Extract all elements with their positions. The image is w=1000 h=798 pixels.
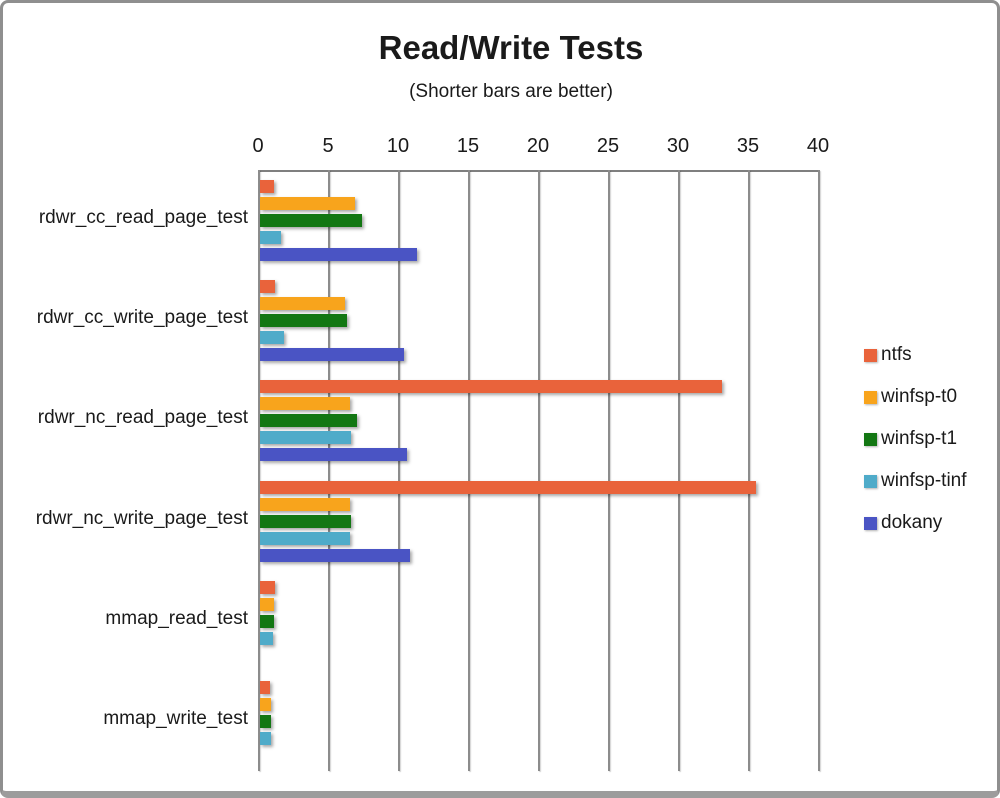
gridline (608, 170, 610, 771)
bar-winfsp-t1-mmap_write_test (260, 715, 271, 728)
legend-swatch-winfsp-t0-icon (864, 390, 877, 404)
bar-dokany-rdwr_nc_read_page_test (260, 448, 407, 461)
bar-ntfs-rdwr_cc_read_page_test (260, 180, 274, 193)
value-axis-tick-15: 15 (456, 135, 480, 157)
value-axis-tick-0: 0 (252, 135, 264, 157)
bar-dokany-rdwr_nc_write_page_test (260, 549, 410, 562)
legend-label-winfsp-tinf: winfsp-tinf (881, 470, 967, 491)
legend-swatch-dokany-icon (864, 516, 877, 530)
bar-winfsp-tinf-rdwr_nc_read_page_test (260, 431, 351, 444)
bar-ntfs-rdwr_nc_read_page_test (260, 380, 722, 393)
bar-winfsp-tinf-mmap_write_test (260, 732, 271, 745)
bar-winfsp-t0-rdwr_nc_read_page_test (260, 397, 350, 410)
legend-label-dokany: dokany (881, 512, 943, 533)
bar-ntfs-rdwr_nc_write_page_test (260, 481, 756, 494)
chart-subtitle: (Shorter bars are better) (409, 81, 613, 102)
bar-winfsp-t0-mmap_read_test (260, 598, 274, 611)
value-axis-tick-35: 35 (736, 135, 760, 157)
bar-ntfs-mmap_read_test (260, 581, 275, 594)
gridline (818, 170, 820, 771)
bar-winfsp-t0-rdwr_nc_write_page_test (260, 498, 350, 511)
bar-winfsp-tinf-rdwr_cc_read_page_test (260, 231, 281, 244)
value-axis-tick-25: 25 (596, 135, 620, 157)
gridline (398, 170, 400, 771)
category-label-rdwr_cc_write_page_test: rdwr_cc_write_page_test (36, 307, 248, 328)
bar-winfsp-t0-mmap_write_test (260, 698, 271, 711)
value-axis-tick-20: 20 (526, 135, 550, 157)
legend-label-winfsp-t0: winfsp-t0 (881, 386, 958, 407)
bar-ntfs-mmap_write_test (260, 681, 270, 694)
bar-winfsp-t1-rdwr_nc_read_page_test (260, 414, 357, 427)
category-label-rdwr_nc_write_page_test: rdwr_nc_write_page_test (35, 508, 248, 529)
legend-swatch-winfsp-tinf-icon (864, 474, 877, 488)
bar-dokany-rdwr_cc_read_page_test (260, 248, 417, 261)
gridline (468, 170, 470, 771)
value-axis-tick-10: 10 (386, 135, 410, 157)
bar-winfsp-tinf-rdwr_nc_write_page_test (260, 532, 350, 545)
gridline (538, 170, 540, 771)
bar-winfsp-t1-rdwr_nc_write_page_test (260, 515, 351, 528)
category-axis-line (258, 170, 260, 771)
value-axis-tick-5: 5 (322, 135, 334, 157)
legend-item-winfsp-t1: winfsp-t1 (864, 428, 957, 450)
bar-winfsp-t1-mmap_read_test (260, 615, 274, 628)
bar-dokany-rdwr_cc_write_page_test (260, 348, 404, 361)
bar-winfsp-t0-rdwr_cc_write_page_test (260, 297, 345, 310)
legend-label-ntfs: ntfs (881, 344, 912, 365)
legend-item-winfsp-tinf: winfsp-tinf (864, 470, 967, 492)
gridline (748, 170, 750, 771)
gridline (678, 170, 680, 771)
category-label-rdwr_nc_read_page_test: rdwr_nc_read_page_test (37, 407, 248, 428)
value-axis-tick-30: 30 (666, 135, 690, 157)
legend-item-ntfs: ntfs (864, 344, 912, 366)
gridline (328, 170, 330, 771)
bar-winfsp-tinf-rdwr_cc_write_page_test (260, 331, 284, 344)
value-axis-tick-40: 40 (806, 135, 830, 157)
bar-ntfs-rdwr_cc_write_page_test (260, 280, 275, 293)
bar-winfsp-t1-rdwr_cc_write_page_test (260, 314, 347, 327)
category-label-mmap_write_test: mmap_write_test (103, 708, 248, 729)
legend-item-winfsp-t0: winfsp-t0 (864, 386, 957, 408)
legend-swatch-winfsp-t1-icon (864, 432, 877, 446)
legend-label-winfsp-t1: winfsp-t1 (881, 428, 958, 449)
chart-title: Read/Write Tests (378, 29, 644, 66)
bar-winfsp-t0-rdwr_cc_read_page_test (260, 197, 355, 210)
bar-winfsp-t1-rdwr_cc_read_page_test (260, 214, 362, 227)
legend-swatch-ntfs-icon (864, 348, 877, 362)
category-label-rdwr_cc_read_page_test: rdwr_cc_read_page_test (38, 207, 248, 228)
bar-winfsp-tinf-mmap_read_test (260, 632, 273, 645)
legend-item-dokany: dokany (864, 512, 942, 534)
category-label-mmap_read_test: mmap_read_test (105, 608, 248, 629)
